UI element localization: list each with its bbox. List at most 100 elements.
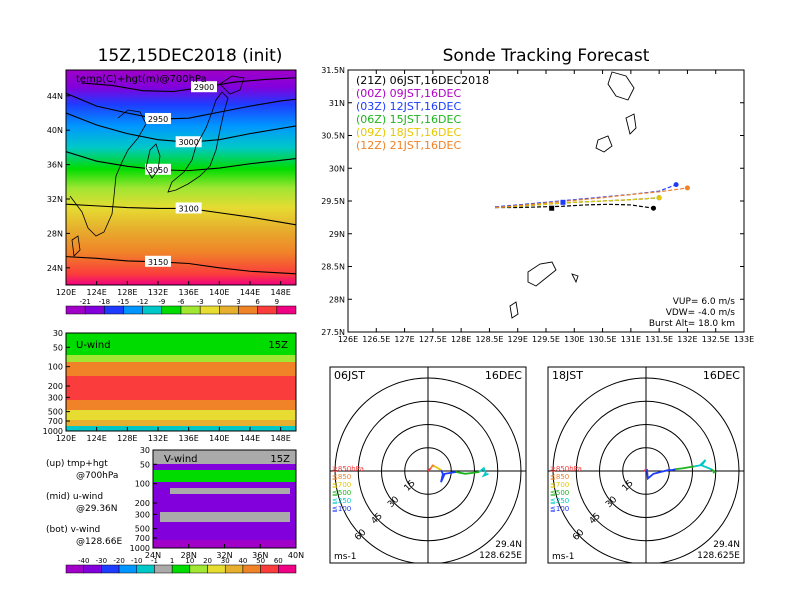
u-x-tick-label: 148E bbox=[271, 434, 291, 443]
u-wind-band-low bbox=[66, 410, 296, 420]
wind-colorbar-swatch bbox=[65, 564, 84, 574]
map-heatmap-fill bbox=[66, 70, 296, 285]
v-wind-bg bbox=[153, 450, 296, 548]
wind-colorbar-label: 40 bbox=[238, 557, 247, 565]
u-x-tick-label: 136E bbox=[179, 434, 199, 443]
side-note-up-b: @700hPa bbox=[76, 471, 118, 481]
map-x-ticks: 120E 124E 128E 132E 136E 140E 144E 148E bbox=[56, 281, 291, 297]
u-y-tick-label: 1000 bbox=[43, 427, 63, 436]
wind-colorbar-label: 10 bbox=[185, 557, 194, 565]
v-x-tick-label: 24N bbox=[145, 551, 161, 560]
hodo-panel-label: 18JST bbox=[552, 369, 583, 382]
u-y-tick-label: 50 bbox=[53, 343, 63, 352]
track-title: Sonde Tracking Forecast bbox=[443, 46, 650, 66]
track-islands bbox=[509, 71, 637, 319]
u-wind-band-bottom bbox=[66, 420, 296, 431]
temp-colorbar-swatch bbox=[84, 305, 105, 315]
v-y-tick-label: 500 bbox=[135, 525, 150, 534]
u-wind-field bbox=[66, 333, 296, 431]
track-marker-0 bbox=[560, 199, 566, 205]
u-x-tick-label: 124E bbox=[87, 434, 107, 443]
hodo-level-label: ≦850 bbox=[332, 473, 351, 481]
track-y-tick-label: 30N bbox=[329, 164, 345, 173]
temp-colorbar-label: -6 bbox=[178, 298, 186, 306]
side-note-bot-b: @128.66E bbox=[76, 537, 122, 547]
temp-colorbar-label: -3 bbox=[197, 298, 204, 306]
temp-colorbar-swatch bbox=[257, 305, 278, 315]
temp-colorbar-swatch bbox=[219, 305, 239, 315]
track-y-tick-label: 30.5N bbox=[321, 132, 345, 141]
wind-colorbar-swatch bbox=[154, 564, 173, 574]
contour-3050 bbox=[66, 151, 296, 172]
map-title: 15Z,15DEC2018 (init) bbox=[98, 46, 283, 66]
track-series bbox=[495, 182, 690, 211]
map-panel-label: temp(C)+hgt(m)@700hPa bbox=[76, 74, 207, 85]
track-y-tick-label: 27.5N bbox=[321, 328, 345, 337]
v-wind-x-ticks: 24N 28N 32N 36N 40N bbox=[145, 544, 304, 560]
u-x-tick-label: 144E bbox=[240, 434, 260, 443]
hodo-level-label: ≦500 bbox=[332, 489, 351, 497]
u-wind-x-ticks: 120E 124E 128E 132E 136E 140E 144E 148E bbox=[56, 427, 291, 443]
temp-colorbar-label: 3 bbox=[236, 298, 240, 306]
track-y-tick-label: 28.5N bbox=[321, 263, 345, 272]
hodo-level-label: ≦100 bbox=[550, 505, 569, 513]
u-x-tick-label: 128E bbox=[117, 434, 137, 443]
hodo-segment-3 bbox=[440, 469, 457, 483]
hodo-segment-4 bbox=[455, 471, 480, 475]
track-x-tick-label: 128E bbox=[451, 335, 471, 344]
track-x-tick-label: 132E bbox=[677, 335, 697, 344]
track-line-0 bbox=[495, 203, 654, 209]
u-wind-surface bbox=[66, 426, 296, 431]
hodo-lon-label: 128.625E bbox=[697, 551, 740, 561]
annotation-burst: Burst Alt= 18.0 km bbox=[649, 319, 735, 329]
track-x-tick-label: 127.5E bbox=[419, 335, 447, 344]
v-wind-field bbox=[153, 450, 296, 548]
track-y-ticks: 27.5N 28N 28.5N 29N 29.5N 30N 30.5N 31N 31.5N bbox=[321, 66, 744, 337]
track-x-tick-label: 129E bbox=[508, 335, 528, 344]
side-note-mid-a: (mid) u-wind bbox=[46, 492, 103, 502]
wind-colorbar-label: -40 bbox=[78, 557, 89, 565]
temp-colorbar-label: 0 bbox=[217, 298, 221, 306]
hodo-date-label: 16DEC bbox=[485, 369, 522, 382]
hodo-panel-label: 06JST bbox=[334, 369, 365, 382]
track-x-tick-label: 131E bbox=[621, 335, 641, 344]
wind-colorbar-swatch bbox=[207, 564, 226, 574]
island-kyushu bbox=[607, 71, 635, 101]
hodo-unit-label: ms-1 bbox=[334, 552, 356, 562]
map-x-tick-label: 148E bbox=[271, 288, 291, 297]
v-y-tick-label: 700 bbox=[135, 534, 150, 543]
u-y-tick-label: 700 bbox=[48, 417, 63, 426]
u-wind-time: 15Z bbox=[268, 340, 288, 351]
track-legend-entry: (06Z) 15JST,16DEC bbox=[356, 113, 461, 126]
v-x-tick-label: 28N bbox=[181, 551, 197, 560]
map-y-tick-label: 36N bbox=[47, 161, 63, 170]
wind-colorbar-label: -20 bbox=[113, 557, 124, 565]
temp-colorbar-label: -9 bbox=[158, 298, 165, 306]
track-legend: (21Z) 06JST,16DEC2018(00Z) 09JST,16DEC(0… bbox=[356, 74, 489, 152]
hodo-level-label: ≦250 bbox=[550, 497, 569, 505]
hodo-level-label: ≦250 bbox=[332, 497, 351, 505]
map-y-tick-label: 24N bbox=[47, 264, 63, 273]
temp-colorbar-swatch bbox=[199, 305, 220, 315]
v-y-tick-label: 1000 bbox=[130, 544, 150, 553]
u-y-tick-label: 300 bbox=[48, 393, 63, 402]
track-legend-entry: (03Z) 12JST,16DEC bbox=[356, 100, 461, 113]
v-y-tick-label: 300 bbox=[135, 510, 150, 519]
hodo-segment-2 bbox=[434, 465, 442, 471]
map-y-ticks: 24N 28N 32N 36N 40N 44N bbox=[47, 92, 70, 273]
annotation-vdw: VDW= -4.0 m/s bbox=[666, 308, 736, 318]
v-wind-band-green bbox=[153, 470, 296, 482]
hodo-lon-label: 128.625E bbox=[479, 551, 522, 561]
temp-colorbar-swatch bbox=[123, 305, 143, 315]
temp-colorbar-swatch bbox=[65, 305, 86, 315]
side-notes: (up) tmp+hgt @700hPa (mid) u-wind @29.36… bbox=[46, 459, 122, 547]
contour-3150 bbox=[66, 256, 296, 275]
v-wind-band-gray bbox=[170, 488, 290, 494]
hodo-segment-1 bbox=[430, 464, 435, 469]
contour-label: 3150 bbox=[148, 258, 168, 267]
